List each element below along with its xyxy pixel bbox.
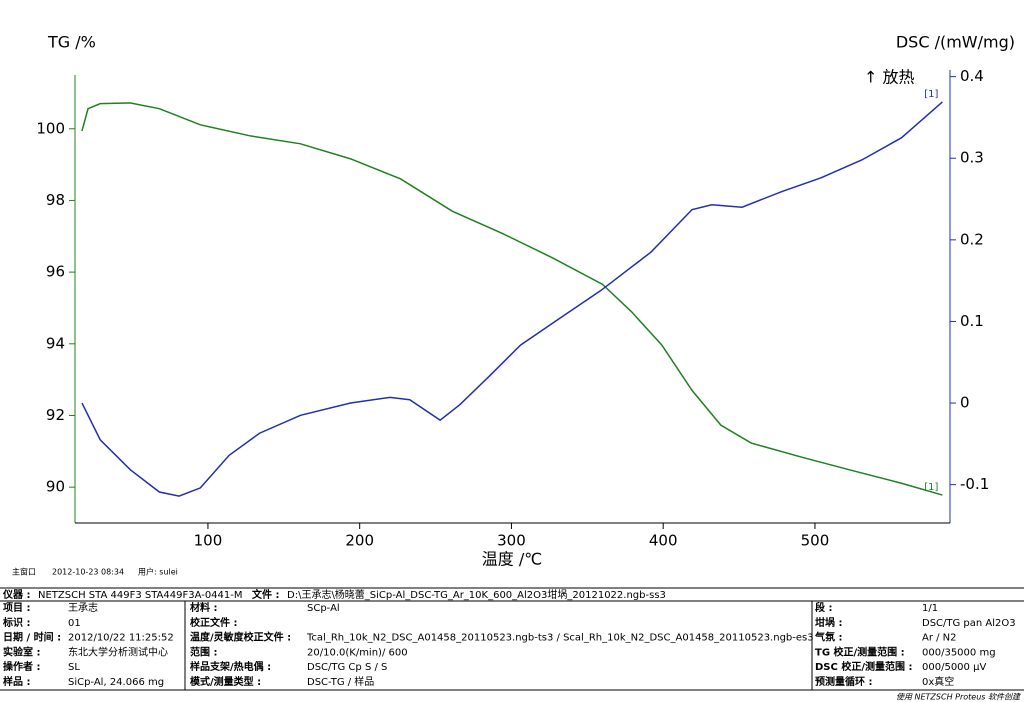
field-label: 日期 / 时间 : [3, 631, 61, 644]
series-label: [1] [924, 89, 938, 100]
field-label: 文件 : [252, 588, 279, 601]
field-value: Tcal_Rh_10k_N2_DSC_A01458_20110523.ngb-t… [306, 633, 814, 644]
field-value: 20/10.0(K/min)/ 600 [307, 647, 408, 658]
y-tick-label: 92 [46, 406, 65, 424]
field-label: 样品支架/热电偶 : [190, 660, 271, 673]
series-line [81, 101, 943, 497]
field-label: 模式/测量类型 : [190, 675, 261, 688]
field-label: 气氛 : [814, 631, 842, 644]
x-tick-label: 400 [649, 532, 678, 550]
x-tick-label: 200 [345, 532, 374, 550]
field-label: 标识 : [2, 616, 30, 629]
y-tick-label: 98 [46, 191, 65, 209]
y-tick-label: 96 [46, 263, 65, 281]
y2-tick-label: 0.3 [960, 149, 984, 167]
y2-tick-label: 0.4 [960, 67, 984, 85]
y2-tick-label: -0.1 [960, 475, 989, 493]
window-label: 主窗口 [12, 567, 36, 577]
y2-tick-label: 0.2 [960, 230, 984, 248]
field-value: DSC/TG pan Al2O3 [922, 618, 1016, 629]
timestamp: 2012-10-23 08:34 [52, 568, 124, 577]
field-value: 王承志 [68, 601, 98, 614]
x-axis-label: 温度 /℃ [482, 550, 542, 569]
x-tick-label: 500 [801, 532, 830, 550]
field-value: 01 [68, 618, 81, 629]
y2-axis-label: DSC /(mW/mg) [896, 33, 1015, 52]
field-label: 样品 : [3, 675, 30, 688]
field-label: 校正文件 : [190, 616, 237, 629]
field-value: SCp-Al [307, 603, 340, 614]
field-label: 操作者 : [3, 660, 40, 673]
field-value: 000/35000 mg [922, 647, 996, 658]
annotation: ↑ 放热 [864, 68, 915, 87]
y2-tick-label: 0.1 [960, 312, 984, 330]
user: 用户: sulei [138, 567, 178, 577]
y-tick-label: 94 [46, 334, 65, 352]
field-value: SL [68, 662, 80, 673]
y2-tick-label: 0 [960, 394, 970, 412]
field-value: 1/1 [922, 603, 938, 614]
field-label: 段 : [815, 601, 832, 614]
field-label: 坩埚 : [815, 616, 842, 629]
field-label: DSC 校正/测量范围 : [815, 660, 912, 673]
field-label: 范围 : [190, 645, 217, 658]
field-value: NETZSCH STA 449F3 STA449F3A-0441-M [38, 590, 243, 601]
field-label: TG 校正/测量范围 : [815, 645, 905, 658]
field-value: SiCp-Al, 24.066 mg [68, 677, 164, 688]
field-value: 0x真空 [922, 675, 954, 688]
field-label: 材料 : [190, 601, 217, 614]
field-value: Ar / N2 [922, 633, 957, 644]
field-label: 实验室 : [3, 645, 40, 658]
field-value: DSC/TG Cp S / S [307, 662, 387, 673]
field-label: 预测量循环 : [815, 675, 872, 688]
field-value: D:\王承志\杨晓蕾_SiCp-Al_DSC-TG_Ar_10K_600_Al2… [287, 588, 666, 601]
series-line [81, 102, 943, 496]
field-value: 2012/10/22 11:25:52 [68, 633, 174, 644]
series-label: [1] [924, 482, 938, 493]
field-label: 仪器 : [2, 589, 30, 601]
y-tick-label: 100 [36, 119, 65, 137]
x-tick-label: 300 [497, 532, 526, 550]
y-axis-label: TG /% [47, 33, 96, 52]
x-tick-label: 100 [194, 532, 223, 550]
field-value: 东北大学分析测试中心 [68, 645, 168, 658]
credit: 使用 NETZSCH Proteus 软件创建 [896, 693, 1021, 702]
field-label: 温度/灵敏度校正文件 : [190, 631, 291, 644]
field-value: 000/5000 µV [922, 662, 986, 673]
field-value: DSC-TG / 样品 [307, 675, 374, 688]
field-label: 项目 : [3, 602, 30, 614]
y-tick-label: 90 [46, 478, 65, 496]
